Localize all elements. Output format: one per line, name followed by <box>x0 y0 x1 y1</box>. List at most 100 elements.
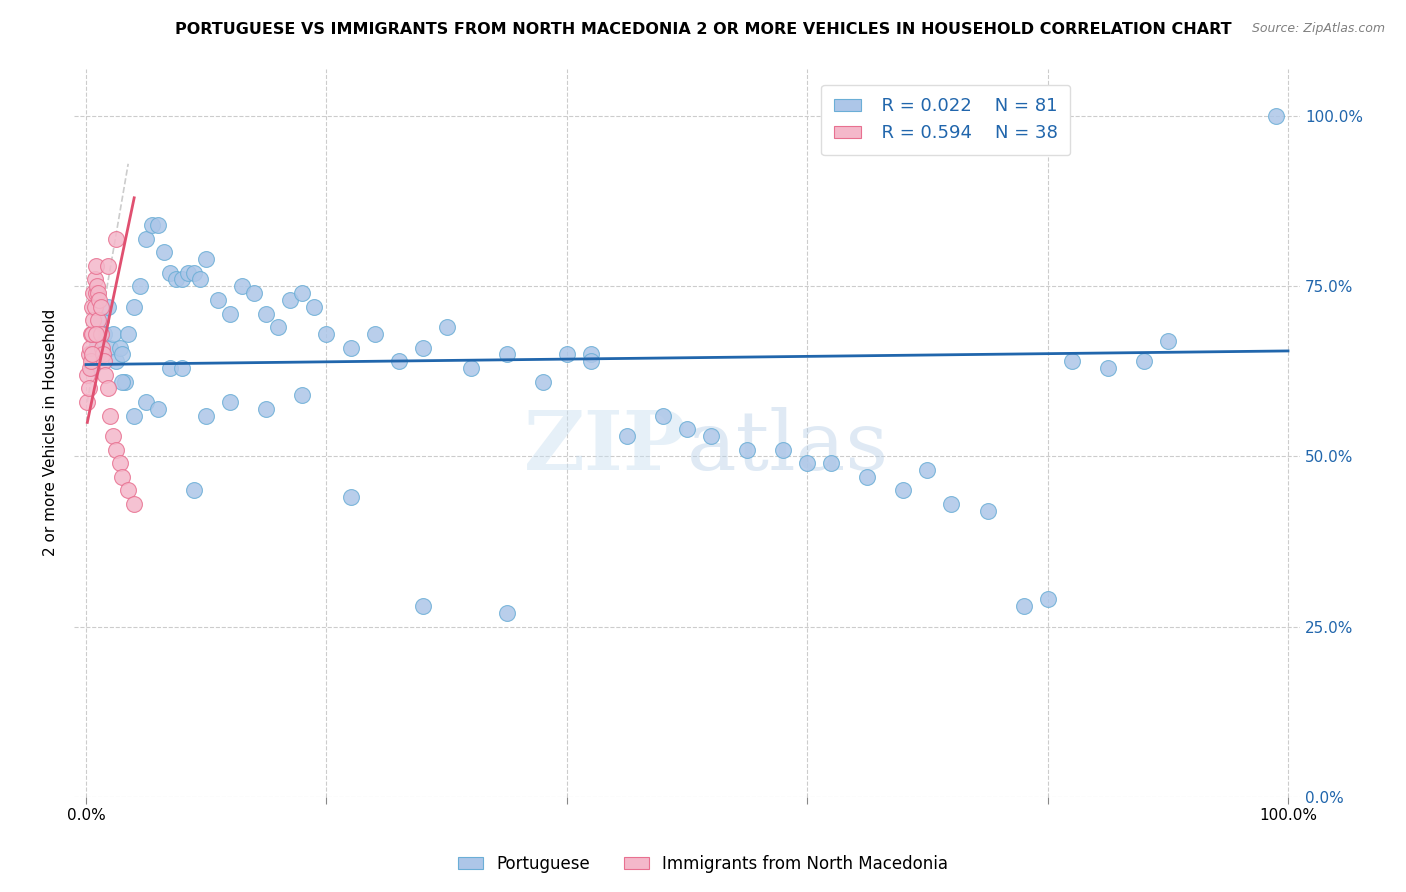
Point <box>363 326 385 341</box>
Point <box>231 279 253 293</box>
Point <box>820 456 842 470</box>
Point <box>83 300 105 314</box>
Point <box>195 409 218 423</box>
Point <box>111 375 134 389</box>
Point <box>97 259 120 273</box>
Point <box>105 232 128 246</box>
Point <box>159 266 181 280</box>
Point <box>219 395 242 409</box>
Text: ZIP: ZIP <box>524 407 688 487</box>
Point <box>183 266 205 280</box>
Point <box>772 442 794 457</box>
Point <box>84 326 107 341</box>
Point <box>243 286 266 301</box>
Point <box>1036 592 1059 607</box>
Point <box>291 388 314 402</box>
Point <box>339 341 361 355</box>
Point <box>105 442 128 457</box>
Point <box>893 483 915 498</box>
Point <box>87 313 110 327</box>
Point <box>111 347 134 361</box>
Point <box>79 341 101 355</box>
Point <box>129 279 152 293</box>
Point <box>291 286 314 301</box>
Point <box>82 300 104 314</box>
Point <box>79 360 101 375</box>
Point <box>76 395 98 409</box>
Point <box>1012 599 1035 614</box>
Point <box>82 326 104 341</box>
Point <box>165 272 187 286</box>
Text: atlas: atlas <box>688 407 889 487</box>
Point <box>652 409 675 423</box>
Point <box>90 341 112 355</box>
Point <box>94 368 117 382</box>
Text: PORTUGUESE VS IMMIGRANTS FROM NORTH MACEDONIA 2 OR MORE VEHICLES IN HOUSEHOLD CO: PORTUGUESE VS IMMIGRANTS FROM NORTH MACE… <box>174 22 1232 37</box>
Point <box>90 326 112 341</box>
Point <box>117 483 139 498</box>
Point <box>91 347 114 361</box>
Point <box>172 360 194 375</box>
Point <box>87 347 110 361</box>
Point <box>98 409 121 423</box>
Point <box>796 456 818 470</box>
Point <box>117 326 139 341</box>
Point <box>77 347 100 361</box>
Point <box>111 470 134 484</box>
Point <box>97 300 120 314</box>
Point <box>531 375 554 389</box>
Point <box>267 320 290 334</box>
Point <box>436 320 458 334</box>
Point <box>254 401 277 416</box>
Point <box>976 504 998 518</box>
Legend: Portuguese, Immigrants from North Macedonia: Portuguese, Immigrants from North Macedo… <box>451 848 955 880</box>
Point <box>207 293 229 307</box>
Point <box>89 293 111 307</box>
Point <box>1097 360 1119 375</box>
Point <box>1060 354 1083 368</box>
Point <box>98 341 121 355</box>
Point <box>101 326 124 341</box>
Point <box>412 341 434 355</box>
Point <box>555 347 578 361</box>
Point <box>1132 354 1154 368</box>
Point <box>80 326 103 341</box>
Point <box>76 368 98 382</box>
Point <box>84 341 107 355</box>
Point <box>108 341 131 355</box>
Point <box>495 606 517 620</box>
Point <box>676 422 699 436</box>
Point <box>86 279 108 293</box>
Point <box>148 401 170 416</box>
Point <box>83 272 105 286</box>
Point <box>114 375 136 389</box>
Legend:   R = 0.022    N = 81,   R = 0.594    N = 38: R = 0.022 N = 81, R = 0.594 N = 38 <box>821 85 1070 155</box>
Point <box>101 429 124 443</box>
Point <box>579 347 602 361</box>
Point <box>80 354 103 368</box>
Point <box>141 218 163 232</box>
Point <box>315 326 337 341</box>
Point <box>917 463 939 477</box>
Point <box>97 381 120 395</box>
Point <box>93 326 115 341</box>
Point <box>735 442 758 457</box>
Point <box>700 429 723 443</box>
Point <box>135 232 157 246</box>
Point <box>579 354 602 368</box>
Point <box>172 272 194 286</box>
Point <box>941 497 963 511</box>
Point <box>188 272 211 286</box>
Point <box>460 360 482 375</box>
Point <box>280 293 302 307</box>
Y-axis label: 2 or more Vehicles in Household: 2 or more Vehicles in Household <box>44 309 58 557</box>
Point <box>93 354 115 368</box>
Point <box>219 306 242 320</box>
Point <box>122 497 145 511</box>
Point <box>90 313 112 327</box>
Point <box>122 409 145 423</box>
Point <box>135 395 157 409</box>
Point <box>339 490 361 504</box>
Point <box>1265 109 1288 123</box>
Point <box>195 252 218 266</box>
